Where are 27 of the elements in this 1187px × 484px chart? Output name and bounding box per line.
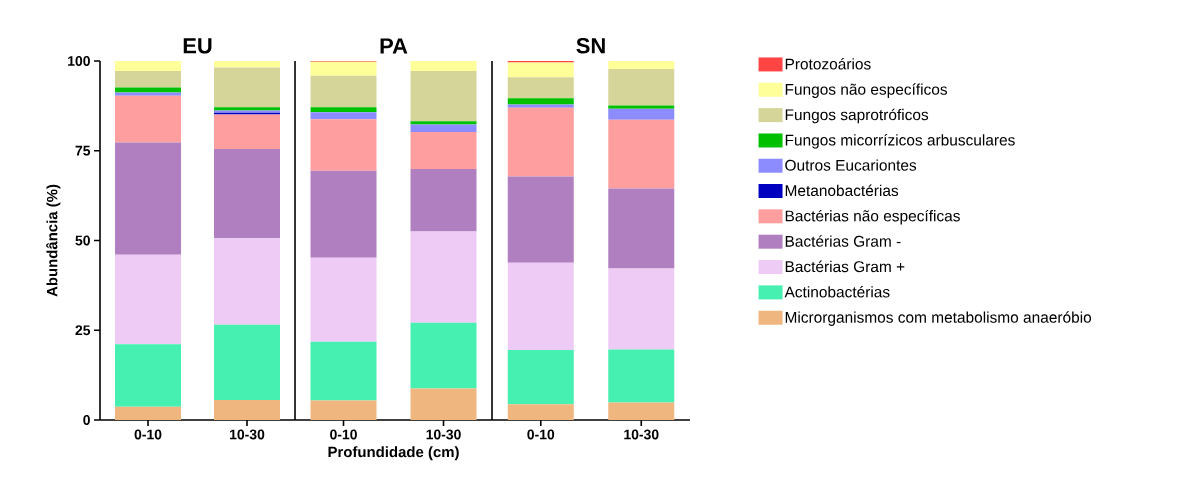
y-tick-label: 0: [83, 415, 90, 425]
chart-title: EU: [183, 38, 212, 54]
x-tick-label: 0-10: [134, 429, 162, 440]
legend-label: Bactérias Gram -: [785, 235, 901, 247]
y-tick-label: 25: [75, 325, 91, 336]
legend-label: Actinobactérias: [784, 285, 890, 298]
legend-label: Outros Eucariontes: [785, 159, 917, 171]
legend-label: Fungos não específicos: [785, 83, 948, 98]
legend-label: Fungos micorrízicos arbusculares: [785, 134, 1015, 149]
x-axis-title: Profundidade (cm): [328, 446, 459, 461]
x-tick-label: 0-10: [330, 429, 357, 440]
y-tick-label: 75: [75, 145, 91, 156]
chart-title: SN: [576, 37, 605, 54]
x-tick-label: 10-30: [426, 429, 461, 440]
legend-label: Bactérias não específicas: [785, 209, 960, 225]
legend-label: Protozoários: [785, 58, 871, 70]
x-tick-label: 10-30: [624, 429, 659, 440]
y-tick-label: 100: [68, 56, 90, 66]
legend-label: Metanobactérias: [785, 184, 899, 197]
x-tick-label: 10-30: [230, 429, 265, 440]
legend-label: Fungos saprotróficos: [785, 108, 929, 124]
x-tick-label: 0-10: [527, 429, 555, 440]
y-axis-title: Abundância (%): [46, 184, 61, 297]
legend-label: Microrganismos com metabolismo anaeróbio: [785, 311, 1092, 326]
chart-title: PA: [380, 38, 408, 54]
y-tick-label: 50: [75, 235, 90, 246]
legend-label: Bactérias Gram +: [785, 260, 905, 273]
